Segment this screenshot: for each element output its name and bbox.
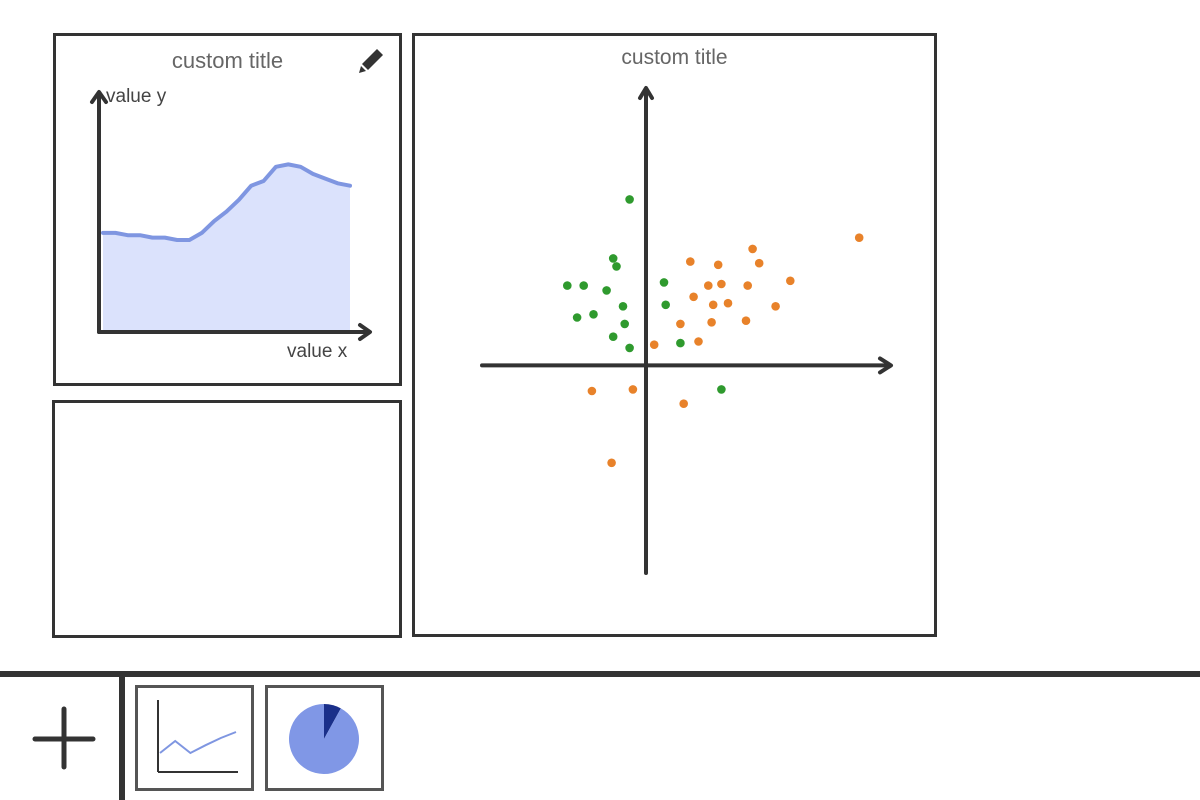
pencil-icon[interactable] — [357, 47, 385, 75]
toolbar-top-border — [0, 671, 1200, 677]
scatter-point — [563, 281, 572, 290]
scatter-point — [625, 343, 634, 353]
scatter-point — [649, 340, 659, 350]
scatter-chart-panel[interactable]: custom title — [412, 33, 937, 637]
scatter-point — [572, 313, 582, 322]
scatter-point — [625, 195, 634, 204]
area-chart: value y value x — [90, 86, 372, 362]
scatter-point — [717, 279, 726, 289]
scatter-point — [771, 302, 780, 311]
empty-panel[interactable] — [52, 400, 402, 638]
pie-chart-thumbnail[interactable] — [265, 685, 384, 791]
y-axis-label: value y — [106, 86, 167, 107]
scatter-point — [676, 319, 685, 329]
scatter-point — [707, 318, 716, 327]
plus-icon[interactable] — [28, 703, 100, 775]
scatter-chart — [480, 86, 893, 575]
scatter-point — [786, 276, 795, 286]
toolbar-divider — [119, 671, 125, 800]
line-chart-thumbnail[interactable] — [135, 685, 254, 791]
pie-chart-icon — [289, 704, 359, 774]
scatter-point — [587, 386, 597, 396]
scatter-point — [608, 332, 618, 342]
thumb-line-series — [159, 731, 237, 755]
scatter-point — [723, 298, 733, 308]
line-chart-icon — [157, 700, 238, 773]
scatter-point — [748, 244, 757, 254]
area-chart-title: custom title — [171, 48, 284, 73]
pie-slice — [289, 704, 359, 774]
area-chart-panel[interactable]: custom title value y value x — [53, 33, 402, 386]
area-series-line — [101, 162, 352, 242]
scatter-point — [741, 316, 751, 326]
scatter-point — [620, 319, 629, 329]
scatter-point — [679, 399, 688, 409]
scatter-point — [608, 254, 618, 263]
bottom-toolbar — [0, 671, 1200, 800]
pie-slice — [324, 704, 341, 739]
scatter-point — [612, 262, 621, 271]
scatter-point — [618, 302, 628, 311]
scatter-x-axis-arrow — [878, 356, 893, 375]
scatter-point — [854, 233, 864, 242]
scatter-point — [579, 281, 588, 290]
scatter-point — [708, 300, 718, 310]
scatter-point — [676, 338, 685, 348]
scatter-y-axis-arrow — [638, 86, 654, 100]
scatter-point — [661, 300, 670, 310]
scatter-point — [659, 278, 669, 287]
scatter-point — [694, 337, 703, 346]
scatter-point — [607, 458, 616, 468]
scatter-point — [704, 281, 713, 290]
scatter-point — [689, 292, 698, 302]
scatter-point — [717, 385, 726, 394]
scatter-point — [713, 260, 723, 270]
scatter-point — [602, 286, 611, 295]
scatter-chart-title: custom title — [621, 46, 728, 69]
scatter-point — [754, 258, 764, 268]
x-axis-arrow — [358, 323, 372, 341]
y-axis-arrow — [90, 90, 108, 104]
scatter-point — [589, 310, 598, 319]
area-fill — [103, 164, 350, 332]
x-axis-label: value x — [287, 341, 348, 362]
scatter-point — [628, 385, 638, 394]
scatter-point — [743, 281, 752, 290]
scatter-point — [686, 257, 695, 266]
